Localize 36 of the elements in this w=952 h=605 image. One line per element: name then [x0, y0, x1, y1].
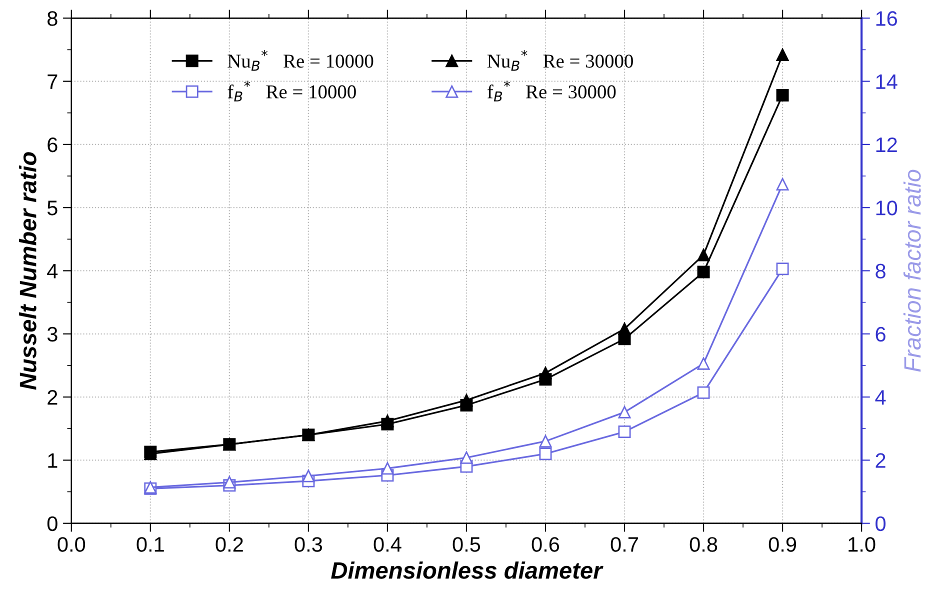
y-axis-title: Nusselt Number ratio — [19, 152, 36, 390]
y2-tick-label: 2 — [876, 453, 886, 468]
x-tick-label: 0.9 — [768, 537, 796, 552]
legend-label: f$_{B}$$^{*}$ Re = 10000 — [228, 80, 356, 102]
y-tick-label: 5 — [47, 200, 58, 216]
y2-tick-label: 10 — [876, 200, 898, 216]
x-axis-title: Dimensionless diameter — [331, 561, 604, 579]
x-tick-label: 0.6 — [532, 537, 560, 552]
y2-tick-label: 12 — [876, 137, 897, 152]
y2-tick-label: 6 — [876, 326, 886, 342]
legend-label: Nu$_{B}$$^{*}$ Re = 30000 — [487, 50, 633, 71]
y-tick-label: 0 — [47, 516, 58, 532]
legend-label: f$_{B}$$^{*}$ Re = 30000 — [487, 80, 616, 102]
y2-tick-label: 0 — [876, 516, 886, 532]
x-tick-label: 0.5 — [452, 537, 480, 552]
y2-tick-label: 14 — [876, 74, 898, 89]
legend-label: Nu$_{B}$$^{*}$ Re = 10000 — [228, 50, 374, 71]
x-tick-label: 1.0 — [848, 537, 876, 552]
y2-tick-label: 16 — [876, 11, 898, 26]
x-tick-label: 0.1 — [136, 537, 164, 552]
x-tick-label: 0.8 — [690, 537, 718, 552]
x-tick-label: 0.0 — [58, 537, 86, 552]
y-tick-label: 8 — [48, 11, 58, 26]
y-tick-label: 3 — [47, 326, 58, 342]
y2-axis-title: Fraction factor ratio — [903, 170, 921, 372]
x-tick-label: 0.7 — [610, 537, 638, 552]
y-tick-label: 4 — [47, 264, 58, 278]
y2-tick-label: 4 — [875, 390, 886, 405]
x-tick-label: 0.2 — [216, 537, 243, 552]
y2-tick-label: 8 — [876, 264, 886, 278]
y-tick-label: 1 — [48, 453, 58, 468]
y-tick-label: 6 — [48, 137, 58, 152]
y-tick-label: 2 — [48, 390, 58, 405]
x-tick-label: 0.3 — [294, 537, 322, 552]
x-tick-label: 0.4 — [374, 537, 402, 552]
y-tick-label: 7 — [48, 74, 58, 89]
